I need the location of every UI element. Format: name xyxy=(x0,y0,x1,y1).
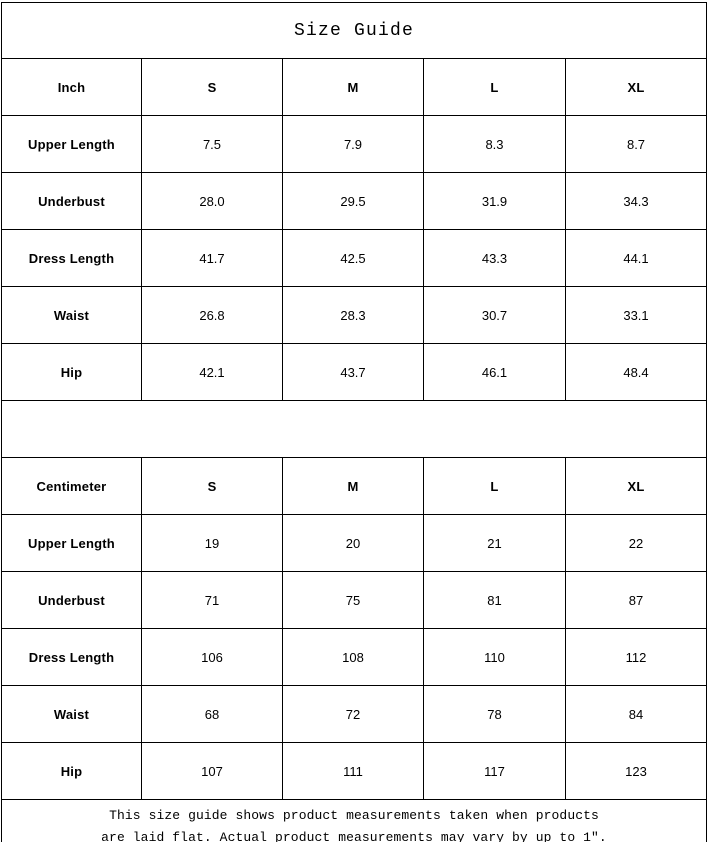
table-row: Hip 107 111 117 123 xyxy=(1,742,707,800)
cell-value: 41.7 xyxy=(141,229,283,287)
cell-value: 87 xyxy=(564,571,707,629)
section-spacer-row xyxy=(0,400,707,458)
cell-value: 112 xyxy=(564,628,707,686)
cell-value: 75 xyxy=(282,571,424,629)
table-row: Dress Length 41.7 42.5 43.3 44.1 xyxy=(1,229,707,287)
column-header-m: M xyxy=(282,58,424,116)
unit-label-centimeter: Centimeter xyxy=(1,457,142,515)
cell-value: 43.7 xyxy=(282,343,424,401)
cell-value: 22 xyxy=(564,514,707,572)
note-line-1: This size guide shows product measuremen… xyxy=(109,807,599,823)
cell-value: 33.1 xyxy=(564,286,707,344)
cell-value: 34.3 xyxy=(564,172,707,230)
table-row: Waist 68 72 78 84 xyxy=(1,685,707,743)
table-row: Underbust 28.0 29.5 31.9 34.3 xyxy=(1,172,707,230)
row-label-hip: Hip xyxy=(1,742,142,800)
column-header-m: M xyxy=(282,457,424,515)
column-header-xl: XL xyxy=(564,457,707,515)
cell-value: 19 xyxy=(141,514,283,572)
cell-value: 68 xyxy=(141,685,283,743)
cell-value: 42.1 xyxy=(141,343,283,401)
note-line-2: are laid flat. Actual product measuremen… xyxy=(101,829,607,842)
cell-value: 31.9 xyxy=(423,172,566,230)
cell-value: 123 xyxy=(564,742,707,800)
cell-value: 117 xyxy=(423,742,566,800)
row-label-upper-length: Upper Length xyxy=(1,514,142,572)
column-header-l: L xyxy=(423,457,566,515)
table-row: Upper Length 19 20 21 22 xyxy=(1,514,707,572)
cell-value: 43.3 xyxy=(423,229,566,287)
row-label-underbust: Underbust xyxy=(1,172,142,230)
cell-value: 72 xyxy=(282,685,424,743)
column-header-l: L xyxy=(423,58,566,116)
note-row: This size guide shows product measuremen… xyxy=(0,799,707,842)
unit-header-row-inch: Inch S M L XL xyxy=(1,58,707,116)
row-label-upper-length: Upper Length xyxy=(1,115,142,173)
cell-value: 78 xyxy=(423,685,566,743)
table-row: Underbust 71 75 81 87 xyxy=(1,571,707,629)
cell-value: 20 xyxy=(282,514,424,572)
cell-value: 30.7 xyxy=(423,286,566,344)
cell-value: 108 xyxy=(282,628,424,686)
section-spacer-cell xyxy=(0,400,707,458)
table-row: Dress Length 106 108 110 112 xyxy=(1,628,707,686)
cell-value: 28.3 xyxy=(282,286,424,344)
cell-value: 8.3 xyxy=(423,115,566,173)
column-header-xl: XL xyxy=(564,58,707,116)
page-title: Size Guide xyxy=(0,2,707,59)
cell-value: 7.5 xyxy=(141,115,283,173)
row-label-waist: Waist xyxy=(1,286,142,344)
row-label-hip: Hip xyxy=(1,343,142,401)
title-row: Size Guide xyxy=(0,2,707,59)
cell-value: 42.5 xyxy=(282,229,424,287)
table-row: Hip 42.1 43.7 46.1 48.4 xyxy=(1,343,707,401)
cell-value: 84 xyxy=(564,685,707,743)
row-label-dress-length: Dress Length xyxy=(1,628,142,686)
column-header-s: S xyxy=(141,58,283,116)
unit-header-row-centimeter: Centimeter S M L XL xyxy=(1,457,707,515)
cell-value: 110 xyxy=(423,628,566,686)
cell-value: 7.9 xyxy=(282,115,424,173)
cell-value: 81 xyxy=(423,571,566,629)
column-header-s: S xyxy=(141,457,283,515)
size-guide-note: This size guide shows product measuremen… xyxy=(0,799,707,842)
cell-value: 29.5 xyxy=(282,172,424,230)
row-label-underbust: Underbust xyxy=(1,571,142,629)
cell-value: 111 xyxy=(282,742,424,800)
cell-value: 26.8 xyxy=(141,286,283,344)
table-row: Upper Length 7.5 7.9 8.3 8.7 xyxy=(1,115,707,173)
cell-value: 48.4 xyxy=(564,343,707,401)
cell-value: 71 xyxy=(141,571,283,629)
cell-value: 107 xyxy=(141,742,283,800)
table-row: Waist 26.8 28.3 30.7 33.1 xyxy=(1,286,707,344)
unit-label-inch: Inch xyxy=(1,58,142,116)
row-label-waist: Waist xyxy=(1,685,142,743)
cell-value: 21 xyxy=(423,514,566,572)
cell-value: 106 xyxy=(141,628,283,686)
cell-value: 8.7 xyxy=(564,115,707,173)
cell-value: 44.1 xyxy=(564,229,707,287)
cell-value: 28.0 xyxy=(141,172,283,230)
row-label-dress-length: Dress Length xyxy=(1,229,142,287)
cell-value: 46.1 xyxy=(423,343,566,401)
